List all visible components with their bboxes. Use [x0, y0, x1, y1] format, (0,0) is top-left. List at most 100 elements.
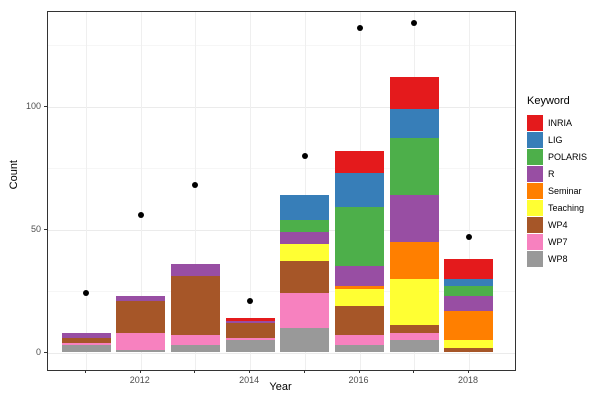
bar-segment-2017-seminar	[389, 241, 439, 279]
x-tick-2016	[358, 370, 360, 373]
legend-swatch-polaris	[527, 148, 543, 165]
x-tick-2015	[303, 370, 305, 373]
legend-label-wp8: WP8	[548, 253, 568, 264]
bar-segment-2017-lig	[389, 108, 439, 139]
bar-segment-2012-wp7	[116, 332, 166, 351]
legend-swatch-inria	[527, 114, 543, 131]
bar-segment-2011-wp8	[61, 345, 111, 353]
bar-segment-2018-seminar	[444, 310, 494, 341]
y-tick-label-0: 0	[35, 346, 41, 357]
legend-items: INRIA LIG POLARIS R Seminar Teaching WP4 WP7 WP8	[527, 114, 587, 267]
bar-segment-2014-wp8	[225, 340, 275, 353]
bar-segment-2017-wp7	[389, 332, 439, 341]
y-axis-title: Count	[8, 160, 20, 190]
gridline-x-2018	[468, 12, 470, 370]
plot-panel	[47, 11, 516, 371]
y-tick-label-100: 100	[25, 100, 41, 111]
data-point-2016	[356, 24, 363, 31]
x-tick-2012	[139, 370, 141, 373]
y-tick-label-50: 50	[30, 223, 41, 234]
x-tick-2017	[413, 370, 415, 373]
bar-segment-2018-polaris	[444, 286, 494, 296]
legend-swatch-r	[527, 165, 543, 182]
gridline-x-2014	[250, 12, 252, 370]
bar-segment-2016-wp8	[335, 345, 385, 353]
data-point-2017	[411, 19, 418, 26]
legend-item-lig: LIG	[527, 131, 587, 148]
legend-label-seminar: Seminar	[548, 185, 582, 196]
bar-segment-2016-teaching	[335, 288, 385, 306]
bar-segment-2017-polaris	[389, 138, 439, 196]
data-point-2014	[247, 297, 254, 304]
bar-segment-2017-wp4	[389, 325, 439, 333]
bar-segment-2016-wp4	[335, 305, 385, 336]
legend-swatch-lig	[527, 131, 543, 148]
bar-segment-2015-teaching	[280, 244, 330, 262]
data-point-2011	[83, 290, 89, 297]
bar-segment-2016-polaris	[335, 207, 385, 267]
bar-segment-2014-r	[225, 320, 275, 323]
bar-segment-2018-teaching	[444, 340, 494, 348]
x-tick-2014	[249, 370, 251, 373]
x-tick-label-2016: 2016	[348, 375, 369, 385]
x-tick-2011	[85, 370, 86, 373]
bar-segment-2013-wp8	[170, 345, 220, 353]
bar-segment-2011-wp4	[61, 337, 111, 343]
legend-item-teaching: Teaching	[527, 199, 587, 216]
bar-segment-2014-wp4	[225, 322, 275, 338]
legend-label-wp4: WP4	[548, 219, 568, 230]
bar-segment-2018-r	[444, 295, 494, 311]
gridline-major-y100	[48, 106, 515, 108]
legend-label-lig: LIG	[548, 134, 563, 145]
x-tick-2018	[467, 370, 469, 373]
legend-item-inria: INRIA	[527, 114, 587, 131]
bar-segment-2011-r	[61, 332, 111, 338]
data-point-2013	[192, 182, 199, 189]
bar-segment-2016-inria	[335, 150, 385, 173]
y-tick-0	[44, 351, 47, 353]
bar-segment-2015-wp7	[280, 293, 330, 328]
bar-segment-2015-wp4	[280, 261, 330, 294]
legend-swatch-wp7	[527, 233, 543, 250]
gridline-x-2011	[86, 12, 87, 370]
bar-segment-2016-r	[335, 266, 385, 287]
bar-segment-2014-inria	[225, 318, 275, 321]
legend-label-r: R	[548, 168, 555, 179]
legend-label-inria: INRIA	[548, 117, 573, 128]
bar-segment-2018-inria	[444, 259, 494, 279]
bar-segment-2013-wp7	[170, 335, 220, 346]
y-tick-50	[44, 228, 47, 230]
bar-segment-2017-teaching	[389, 278, 439, 326]
legend-swatch-wp4	[527, 216, 543, 233]
legend-label-wp7: WP7	[548, 236, 568, 247]
data-point-2015	[301, 152, 308, 159]
x-tick-label-2012: 2012	[129, 375, 150, 385]
bar-segment-2013-r	[170, 263, 220, 277]
legend-item-wp8: WP8	[527, 250, 587, 267]
data-point-2018	[465, 233, 472, 240]
gridline-minor-y75	[48, 168, 515, 169]
bar-segment-2012-wp8	[116, 350, 166, 353]
bar-segment-2015-wp8	[280, 327, 330, 353]
bar-segment-2015-polaris	[280, 219, 330, 232]
legend-item-seminar: Seminar	[527, 182, 587, 199]
bar-segment-2015-lig	[280, 195, 330, 220]
x-tick-label-2018: 2018	[457, 375, 478, 385]
legend-item-r: R	[527, 165, 587, 182]
y-tick-100	[44, 105, 47, 107]
bar-segment-2012-wp4	[116, 300, 166, 333]
gridline-major-y0	[48, 352, 515, 354]
bar-segment-2018-wp4	[444, 347, 494, 353]
legend-swatch-wp8	[527, 250, 543, 267]
gridline-x-2013	[195, 12, 197, 370]
legend-item-wp7: WP7	[527, 233, 587, 250]
bar-segment-2017-inria	[389, 76, 439, 109]
legend-title: Keyword	[527, 95, 570, 107]
legend-swatch-seminar	[527, 182, 543, 199]
bar-segment-2014-wp7	[225, 337, 275, 341]
legend-swatch-teaching	[527, 199, 543, 216]
bar-segment-2017-r	[389, 195, 439, 242]
bar-segment-2016-wp7	[335, 335, 385, 346]
gridline-minor-y125	[48, 45, 515, 46]
